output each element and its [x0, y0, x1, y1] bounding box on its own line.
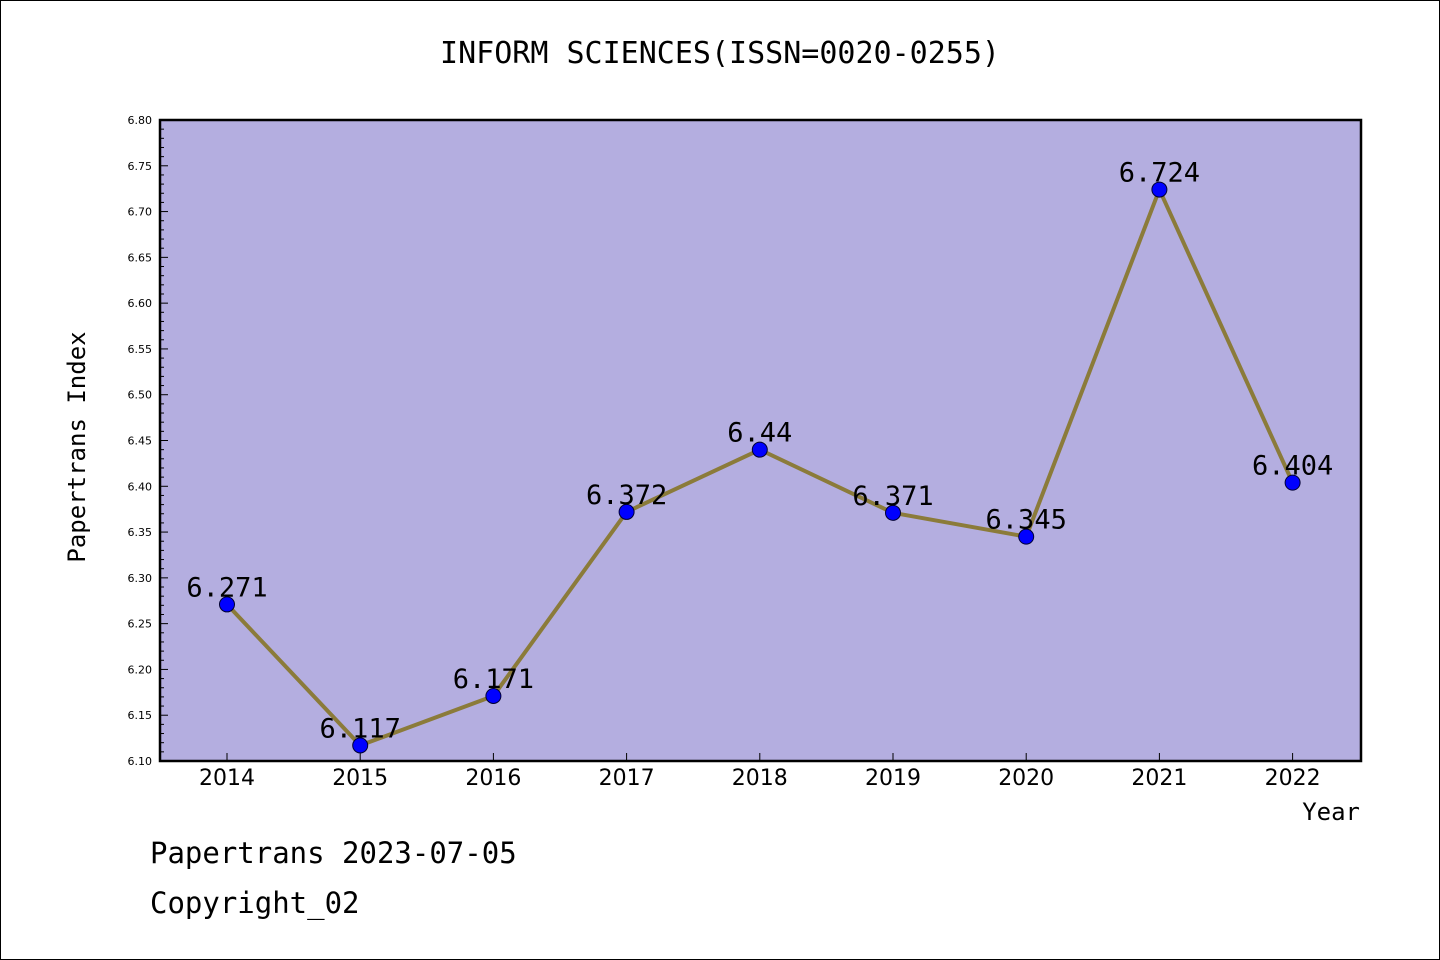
x-axis: 2014 2015 2016 2017 2018 2019 2020 2021 2022 [199, 753, 1321, 791]
plot-area [158, 118, 1363, 763]
x-axis-label: Year [1302, 798, 1360, 826]
footer-date: Papertrans 2023-07-05 [150, 836, 517, 870]
data-label: 6.171 [453, 664, 534, 695]
x-tick-label: 2019 [865, 766, 921, 791]
x-tick-label: 2014 [199, 766, 255, 791]
y-axis-label: Papertrans Index [63, 331, 91, 562]
y-axis: 6.10 6.15 6.20 6.25 6.30 6.35 6.40 6.45 6.50 6.55… [128, 114, 168, 768]
y-tick-label: 6.30 [128, 572, 153, 585]
data-point [618, 503, 635, 520]
data-point [1151, 181, 1168, 198]
data-point [352, 737, 369, 754]
y-tick-label: 6.80 [128, 114, 153, 127]
data-point [219, 596, 235, 613]
y-tick-label: 6.75 [128, 160, 153, 173]
data-label: 6.345 [986, 505, 1067, 536]
data-point [1284, 474, 1301, 491]
data-point [485, 687, 502, 704]
y-tick-label: 6.20 [128, 663, 153, 676]
y-tick-label: 6.70 [128, 206, 153, 219]
data-point [751, 441, 768, 458]
data-markers [219, 181, 1301, 754]
y-tick-label: 6.35 [128, 526, 153, 539]
footer-copyright: Copyright_02 [150, 886, 360, 920]
x-tick-label: 2015 [332, 766, 388, 791]
chart-title: INFORM SCIENCES(ISSN=0020-0255) [440, 36, 1000, 71]
y-tick-label: 6.55 [128, 343, 153, 356]
data-label: 6.371 [852, 481, 933, 512]
data-label: 6.271 [186, 572, 267, 603]
data-label: 6.404 [1252, 451, 1333, 482]
x-tick-label: 2021 [1131, 766, 1187, 791]
data-point [1018, 528, 1035, 545]
data-label: 6.117 [320, 713, 401, 744]
x-tick-label: 2022 [1265, 766, 1321, 791]
y-tick-label: 6.25 [128, 618, 153, 631]
y-tick-label: 6.65 [128, 251, 153, 264]
x-tick-label: 2018 [732, 766, 788, 791]
x-tick-label: 2020 [998, 766, 1054, 791]
y-tick-label: 6.50 [128, 389, 153, 402]
data-labels: 6.271 6.117 6.171 6.372 6.44 6.371 6.345 6.724 6… [186, 158, 1333, 745]
y-tick-label: 6.10 [128, 755, 153, 768]
data-label: 6.44 [727, 418, 792, 449]
data-point [885, 504, 901, 521]
x-tick-label: 2016 [465, 766, 521, 791]
y-tick-label: 6.15 [128, 709, 153, 722]
x-tick-label: 2017 [599, 766, 655, 791]
data-label: 6.372 [586, 480, 667, 511]
data-label: 6.724 [1119, 158, 1200, 189]
y-tick-label: 6.40 [128, 480, 153, 493]
y-tick-label: 6.45 [128, 435, 153, 448]
y-tick-label: 6.60 [128, 297, 153, 310]
